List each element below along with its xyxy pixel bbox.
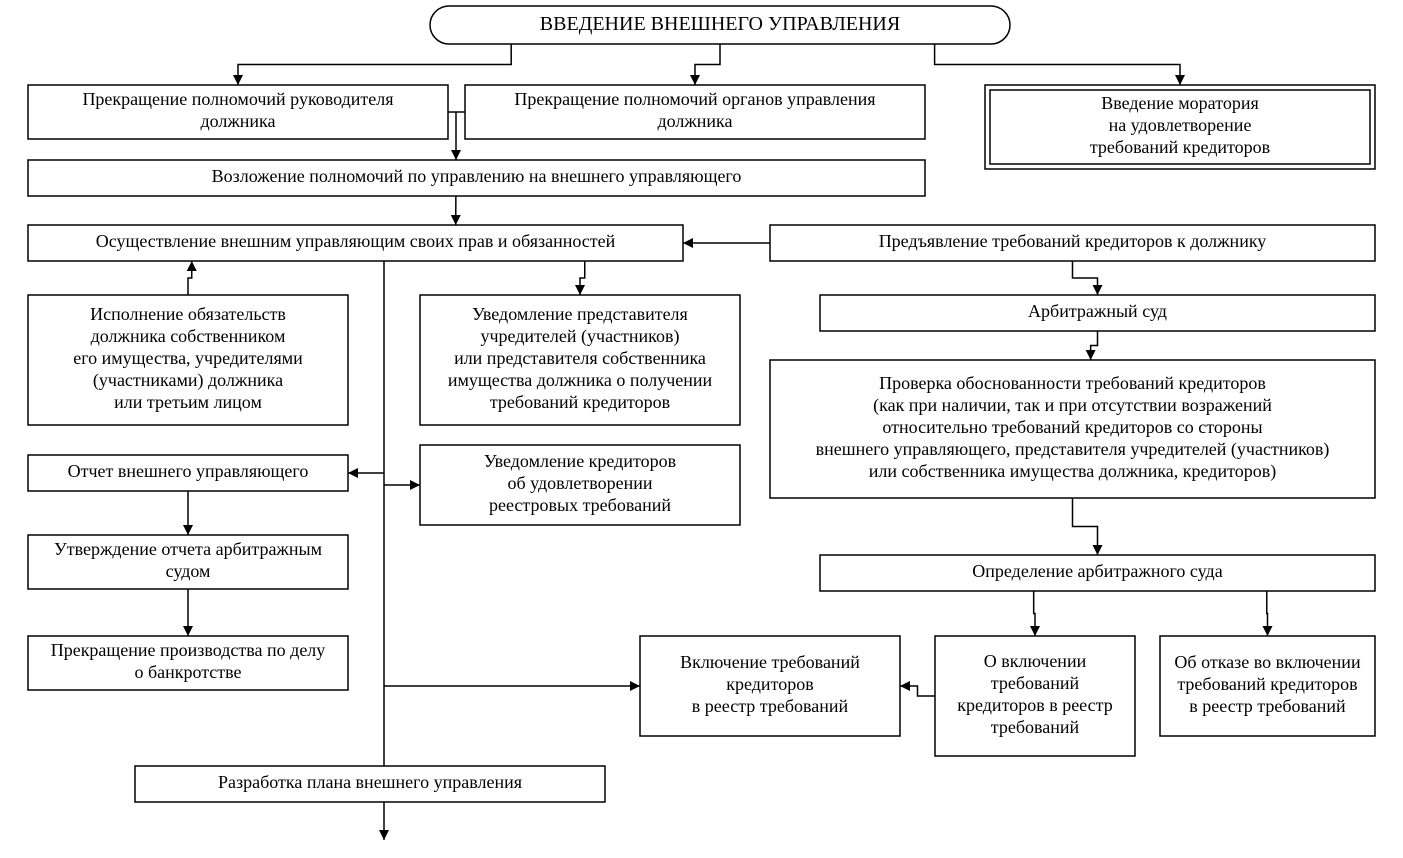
flowchart-node-label: Определение арбитражного суда — [972, 561, 1222, 581]
flowchart-node: Утверждение отчета арбитражнымсудом — [28, 535, 348, 589]
flowchart-node: Включение требованийкредиторовв реестр т… — [640, 636, 900, 736]
flowchart-edge — [1073, 261, 1098, 295]
flowchart-node: Об отказе во включениитребований кредито… — [1160, 636, 1375, 736]
flowchart-node: Исполнение обязательствдолжника собствен… — [28, 295, 348, 425]
flowchart-node: Определение арбитражного суда — [820, 555, 1375, 591]
flowchart-node: Разработка плана внешнего управления — [135, 766, 605, 802]
flowchart-node: О включениитребованийкредиторов в реестр… — [935, 636, 1135, 756]
flowchart-edge — [580, 261, 585, 295]
flowchart-node: Возложение полномочий по управлению на в… — [28, 160, 925, 196]
flowchart-edge — [1267, 591, 1268, 636]
flowchart-node: Прекращение полномочий руководителядолжн… — [28, 85, 448, 139]
flowchart-node-label: Введение мораторияна удовлетворениетребо… — [1090, 93, 1270, 157]
flowchart-node-label: Проверка обоснованности требований креди… — [816, 373, 1330, 482]
flowchart-edge — [238, 44, 511, 85]
flowchart-node: ВВЕДЕНИЕ ВНЕШНЕГО УПРАВЛЕНИЯ — [430, 6, 1010, 44]
flowchart-node-label: Возложение полномочий по управлению на в… — [212, 166, 742, 186]
flowchart-node: Введение мораторияна удовлетворениетребо… — [985, 85, 1375, 169]
flowchart-node: Уведомление представителяучредителей (уч… — [420, 295, 740, 425]
flowchart-node: Уведомление кредиторовоб удовлетворениир… — [420, 445, 740, 525]
flowchart-node-label: ВВЕДЕНИЕ ВНЕШНЕГО УПРАВЛЕНИЯ — [540, 13, 900, 35]
flowchart-node: Арбитражный суд — [820, 295, 1375, 331]
flowchart-node-label: Отчет внешнего управляющего — [68, 461, 309, 481]
flowchart-edge — [900, 686, 935, 696]
flowchart-node-label: Осуществление внешним управляющим своих … — [96, 231, 616, 251]
flowchart-edge — [935, 44, 1180, 85]
flowchart-edge — [1091, 331, 1098, 360]
flowchart-node-label: Уведомление кредиторовоб удовлетворениир… — [484, 451, 676, 515]
flowchart-node-label: Арбитражный суд — [1028, 301, 1167, 321]
flowchart-node: Проверка обоснованности требований креди… — [770, 360, 1375, 498]
flowchart-node: Прекращение полномочий органов управлени… — [465, 85, 925, 139]
flowchart-node: Предъявление требований кредиторов к дол… — [770, 225, 1375, 261]
flowchart-edge — [1034, 591, 1035, 636]
flowchart-node: Отчет внешнего управляющего — [28, 455, 348, 491]
flowchart-edge — [188, 261, 192, 295]
flowchart-node-label: Об отказе во включениитребований кредито… — [1174, 652, 1361, 716]
flowchart-edge — [1073, 498, 1098, 555]
flowchart-node-label: Предъявление требований кредиторов к дол… — [879, 231, 1267, 251]
flowchart-canvas: ВВЕДЕНИЕ ВНЕШНЕГО УПРАВЛЕНИЯ Прекращение … — [0, 0, 1403, 858]
flowchart-node: Осуществление внешним управляющим своих … — [28, 225, 683, 261]
flowchart-node: Прекращение производства по делуо банкро… — [28, 636, 348, 690]
flowchart-node-label: Разработка плана внешнего управления — [218, 772, 522, 792]
flowchart-edge — [695, 44, 720, 85]
